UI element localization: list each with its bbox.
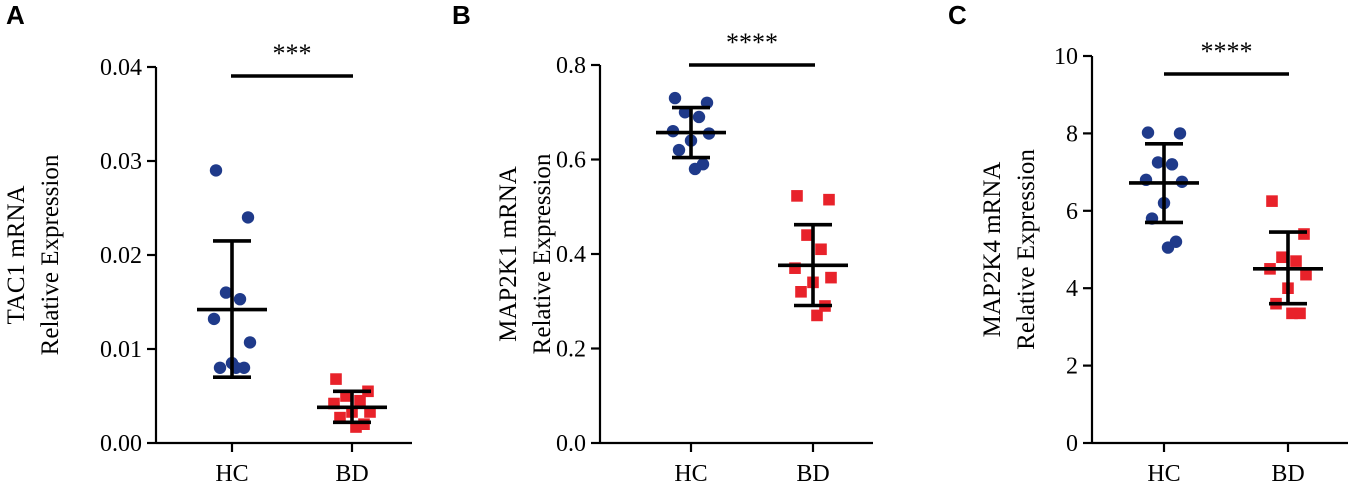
x-tick-label: BD — [335, 461, 368, 487]
y-axis-title-line: MAP2K1 mRNA — [495, 166, 522, 342]
panel-letter: C — [948, 0, 967, 30]
data-point-bd — [811, 309, 823, 322]
data-point-hc — [688, 162, 702, 176]
data-point-bd — [334, 411, 346, 424]
data-point-bd — [1266, 195, 1278, 207]
panel-letter: B — [452, 0, 471, 30]
y-tick-label: 8 — [1066, 121, 1078, 147]
data-point-bd — [328, 397, 340, 410]
data-point-bd — [1298, 228, 1310, 240]
data-point-hc — [1141, 126, 1155, 139]
data-point-hc — [668, 91, 682, 105]
y-axis-title-line: Relative Expression — [1013, 149, 1040, 350]
data-point-bd — [1276, 251, 1288, 264]
y-tick-label: 0 — [1066, 431, 1078, 457]
data-point-hc — [213, 361, 227, 374]
data-point-bd — [825, 271, 837, 284]
y-tick-label: 4 — [1066, 276, 1078, 302]
data-point-bd — [340, 390, 352, 402]
data-point-hc — [1173, 127, 1187, 140]
y-axis-title-line: MAP2K4 mRNA — [979, 162, 1006, 338]
data-point-hc — [207, 312, 221, 326]
x-tick-label: BD — [796, 461, 829, 487]
x-tick-label: HC — [674, 461, 707, 487]
y-tick-label: 0.0 — [556, 431, 586, 457]
y-tick-label: 0.03 — [100, 149, 142, 175]
data-point-hc — [1161, 241, 1175, 254]
data-point-bd — [358, 418, 370, 430]
x-tick-label: BD — [1271, 461, 1304, 487]
data-point-hc — [209, 164, 223, 177]
y-tick-label: 0.4 — [556, 242, 586, 268]
y-axis-title-line: Relative Expression — [529, 153, 556, 354]
data-point-hc — [219, 286, 233, 299]
panel-letter: A — [6, 0, 25, 30]
panel-c: C 0 2 4 6 8 10 HC BD MAP2K4 mRNA Relative Expressi… — [948, 0, 1348, 487]
data-point-hc — [233, 292, 247, 306]
y-tick-label: 0.2 — [556, 337, 586, 363]
data-point-bd — [354, 394, 366, 407]
data-point-bd — [789, 262, 801, 274]
data-point-bd — [350, 421, 362, 433]
x-tick-label: HC — [1147, 461, 1180, 487]
data-point-bd — [791, 190, 803, 202]
data-point-bd — [823, 193, 835, 206]
data-point-bd — [1286, 307, 1298, 320]
y-tick-label: 10 — [1054, 44, 1078, 70]
data-point-bd — [330, 373, 342, 385]
data-point-bd — [801, 229, 813, 241]
y-tick-label: 0.6 — [556, 148, 586, 174]
y-tick-label: 0.04 — [100, 55, 142, 81]
y-tick-label: 0.02 — [100, 243, 142, 269]
y-axis-title-line: Relative Expression — [37, 154, 64, 355]
data-point-hc — [672, 143, 686, 157]
data-point-bd — [795, 286, 807, 298]
panel-b: B 0.0 0.2 0.4 0.6 0.8 HC BD MAP2K1 mRNA Relative … — [452, 0, 873, 487]
data-point-hc — [692, 110, 706, 124]
panel-a: A 0.00 0.01 0.02 0.03 0.04 HC BD TAC1 mRNA Relati… — [3, 0, 412, 487]
data-point-bd — [1294, 307, 1306, 320]
significance-label: **** — [726, 28, 778, 57]
data-point-bd — [364, 406, 376, 418]
data-point-bd — [1300, 268, 1312, 281]
significance-label: *** — [273, 39, 312, 68]
y-tick-label: 2 — [1066, 354, 1078, 380]
data-point-bd — [815, 243, 827, 256]
y-axis-title-line: TAC1 mRNA — [3, 186, 30, 325]
significance-label: **** — [1201, 37, 1253, 66]
x-tick-label: HC — [215, 461, 248, 487]
data-point-hc — [1151, 156, 1165, 169]
y-tick-label: 6 — [1066, 199, 1078, 225]
data-point-hc — [1165, 158, 1179, 171]
y-tick-label: 0.8 — [556, 53, 586, 79]
y-tick-label: 0.00 — [100, 431, 142, 457]
data-point-hc — [241, 211, 255, 224]
y-tick-label: 0.01 — [100, 337, 142, 363]
data-point-hc — [243, 336, 257, 349]
data-point-bd — [1290, 255, 1302, 267]
